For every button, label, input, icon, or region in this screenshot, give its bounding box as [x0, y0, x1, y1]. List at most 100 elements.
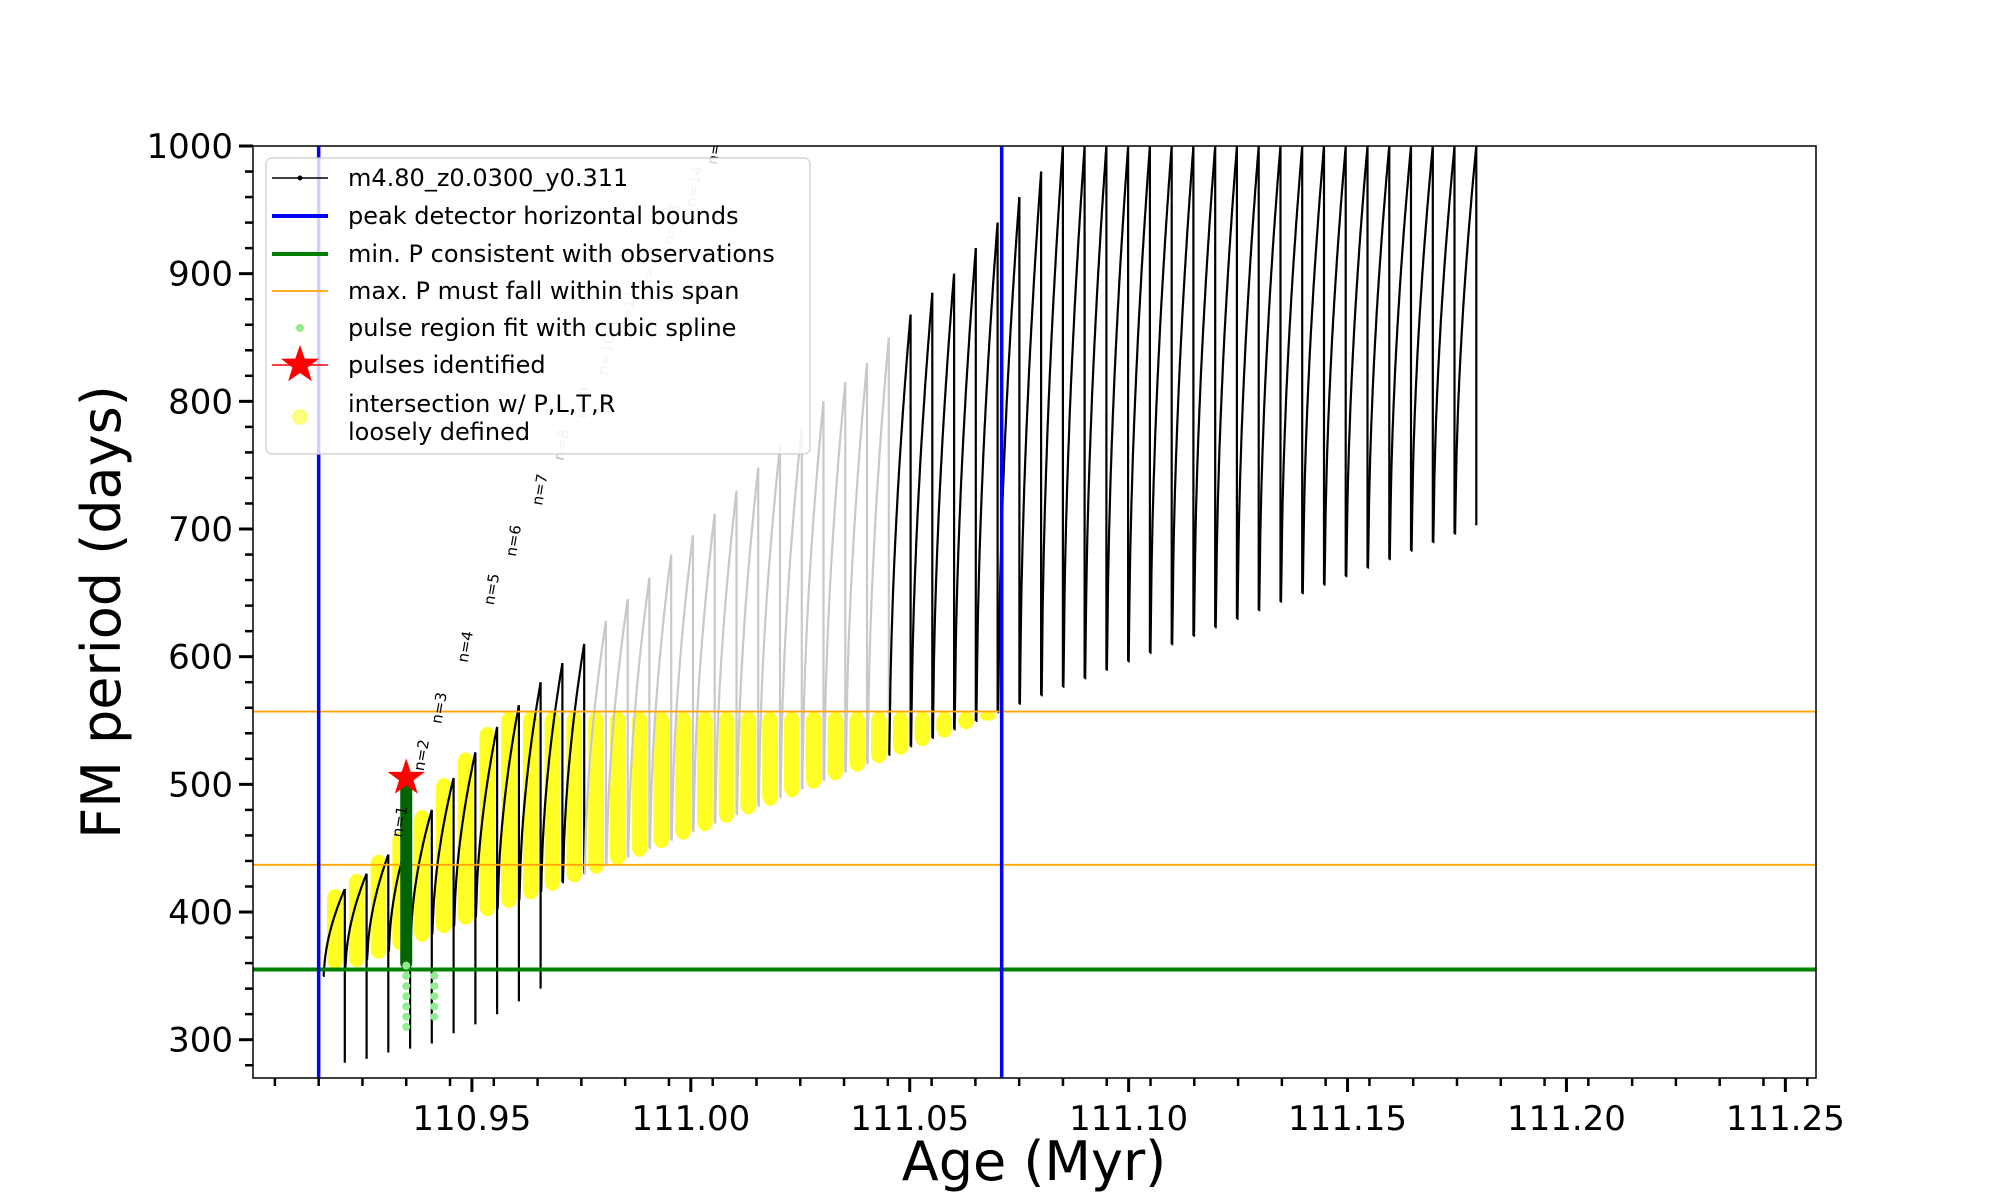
- legend-box: [265, 157, 811, 455]
- intersection-region-pulse: [653, 711, 670, 849]
- y-tick-label: 800: [168, 382, 233, 422]
- intersection-region-pulse: [871, 711, 887, 764]
- intersection-region-pulse: [631, 711, 648, 857]
- legend-label: pulse region fit with cubic spline: [348, 314, 736, 342]
- x-tick-label: 111.20: [1507, 1099, 1626, 1139]
- x-tick-label: 111.05: [850, 1099, 969, 1139]
- model-pulse-curve: [344, 873, 368, 969]
- intersection-region-pulse: [522, 711, 539, 900]
- legend-label: m4.80_z0.0300_y0.311: [348, 164, 628, 192]
- spline-fit-point: [402, 1002, 411, 1011]
- intersection-region-pulse: [697, 711, 713, 832]
- intersection-region-pulse: [958, 711, 974, 730]
- intersection-region-pulse: [327, 889, 343, 970]
- model-pulse-curve: [975, 222, 999, 722]
- legend-entry: max. P must fall within this span: [272, 277, 739, 305]
- y-tick-label: 400: [168, 893, 233, 933]
- spline-fit-point: [402, 961, 411, 970]
- legend-dot-marker: [292, 409, 308, 425]
- pulse-number-label: n=7: [528, 472, 551, 506]
- pulse-number-label: n=1: [388, 804, 411, 838]
- pulse-number-label: n=5: [480, 572, 503, 606]
- model-pulse-curve: [1279, 146, 1304, 603]
- intersection-region-pulse: [435, 778, 452, 934]
- model-pulse-curve: [735, 467, 760, 816]
- model-pulse-curve: [1366, 146, 1391, 569]
- intersection-region-pulse: [675, 711, 691, 840]
- model-pulse-curve: [910, 292, 934, 748]
- legend-entry: min. P consistent with observations: [272, 240, 775, 268]
- intersection-region-pulse: [718, 711, 735, 823]
- x-tick-label: 111.15: [1288, 1099, 1407, 1139]
- model-pulse-curve: [1192, 146, 1217, 637]
- model-pulse-curve: [322, 888, 346, 977]
- x-tick-label: 111.10: [1069, 1099, 1188, 1139]
- model-pulse-curve: [453, 752, 477, 926]
- spline-fit-point: [430, 1012, 439, 1021]
- intersection-region-pulse: [805, 711, 822, 789]
- intersection-region-pulse: [609, 711, 626, 866]
- intersection-region-pulse: [370, 854, 387, 959]
- legend-label: intersection w/ P,L,T,R: [348, 390, 615, 418]
- model-pulse-curve: [431, 777, 455, 935]
- legend-entry: pulses identified: [272, 345, 546, 382]
- spline-fit-point: [402, 982, 411, 991]
- model-pulse-curves: [322, 146, 1478, 1063]
- intersection-region-pulse: [762, 711, 778, 806]
- model-pulse-curve: [605, 599, 629, 867]
- pulse-number-label: n=16: [725, 103, 750, 147]
- pulse-number-label: n=6: [502, 524, 525, 558]
- model-pulse-curve: [931, 273, 956, 739]
- axes: 110.95 111.00 111.05 111.10 111.15 111.20 111.…: [146, 127, 1844, 1139]
- model-pulse-curve: [1105, 146, 1130, 671]
- intersection-region-pulse: [501, 711, 517, 908]
- x-tick-label: 111.00: [631, 1099, 750, 1139]
- pulse-number-label: n=4: [454, 630, 477, 664]
- model-pulse-curve: [583, 620, 607, 875]
- model-pulse-curve: [779, 426, 803, 799]
- model-pulse-curve: [1214, 146, 1238, 629]
- legend-entry: peak detector horizontal bounds: [272, 202, 739, 230]
- intersection-region-pulse: [936, 711, 953, 738]
- y-tick-label: 1000: [146, 127, 233, 167]
- intersection-region-pulse: [784, 711, 800, 798]
- model-pulse-curve: [1084, 146, 1108, 680]
- legend-label: pulses identified: [348, 351, 546, 379]
- model-pulse-curve: [953, 248, 977, 731]
- intersection-region-pulse: [979, 711, 996, 721]
- intersection-region-pulse: [566, 711, 583, 883]
- model-pulse-curve: [1301, 146, 1326, 595]
- model-pulse-curve: [670, 535, 695, 841]
- x-axis-label: Age (Myr): [902, 1130, 1167, 1193]
- model-pulse-curve: [496, 704, 520, 909]
- y-tick-label: 700: [168, 510, 233, 550]
- intersection-region-pulse: [827, 711, 844, 781]
- model-pulse-curve: [823, 382, 847, 782]
- model-pulse-curve: [866, 337, 890, 765]
- x-tick-label: 110.95: [412, 1099, 531, 1139]
- model-pulse-curve: [1018, 171, 1043, 705]
- model-pulse-curve: [1323, 146, 1347, 586]
- intersection-region-pulse: [914, 711, 931, 747]
- model-pulse-curve: [692, 513, 716, 833]
- y-tick-label: 300: [168, 1021, 233, 1061]
- spline-fit-point: [430, 1002, 439, 1011]
- pulse-number-label: n=3: [428, 691, 451, 725]
- model-pulse-curve: [1454, 146, 1478, 535]
- intersection-region: [327, 711, 1018, 970]
- model-pulse-curve: [1236, 146, 1260, 620]
- legend-label: peak detector horizontal bounds: [348, 202, 739, 230]
- pulse-number-label: n=2: [410, 738, 433, 772]
- model-pulse-curve: [844, 362, 869, 773]
- spline-fit-point: [430, 982, 439, 991]
- model-pulse-curve: [1171, 146, 1195, 646]
- model-pulse-curve: [1040, 146, 1064, 697]
- legend-star-marker: [281, 345, 319, 382]
- plot-content: n=1n=2n=3n=4n=5n=6n=7n=8n=9n=10n=11n=12n…: [253, 103, 1816, 1078]
- model-pulse-curve: [474, 726, 499, 918]
- intersection-region-pulse: [479, 726, 496, 917]
- spline-fit-point: [402, 992, 411, 1001]
- intersection-region-pulse: [740, 711, 757, 815]
